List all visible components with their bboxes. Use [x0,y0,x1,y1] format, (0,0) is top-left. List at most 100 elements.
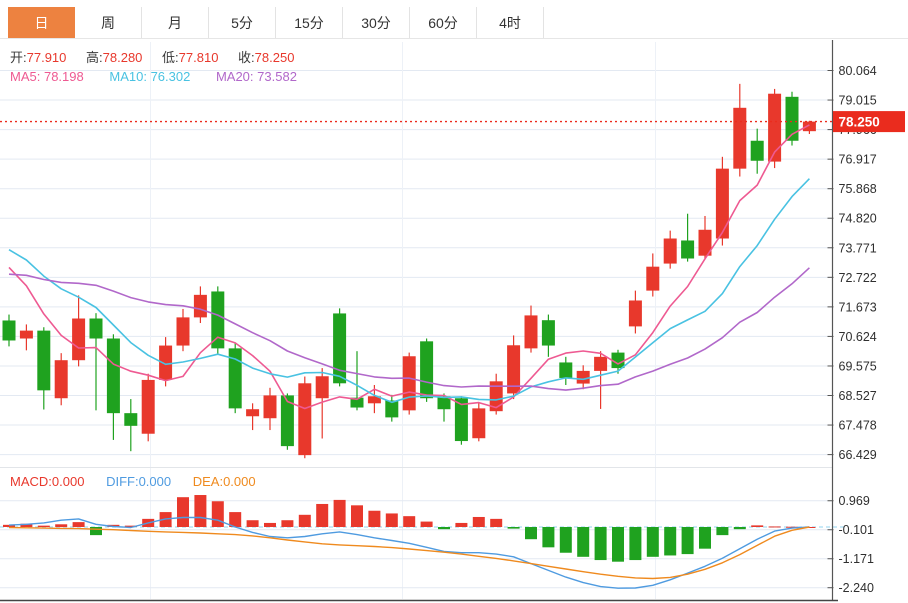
candle-body [611,352,625,369]
candle-body [663,238,677,264]
frame-layer [0,40,838,602]
candle-body [698,229,712,256]
macd-hist-bar [577,527,590,557]
axis-label: 72.722 [839,271,877,285]
close-label: 收: [238,50,255,65]
candle-body [37,330,51,391]
axis-label: -0.101 [839,523,874,537]
macd-hist-bar [90,527,102,536]
current-price-flag-bg [833,111,905,133]
tab-月[interactable]: 月 [142,7,209,38]
macd-hist-bar [385,513,398,527]
candle-body [507,345,521,394]
macd-hist-bar [716,527,729,536]
macd-hist-bar [455,522,468,527]
macd-hist-bar [194,495,207,527]
open-label: 开: [10,50,27,65]
macd-hist-bar [472,516,485,527]
macd-hist-bar [646,527,659,557]
macd-legend: MACD:0.000 DIFF:0.000 DEA:0.000 [10,474,274,489]
tab-日[interactable]: 日 [8,7,75,38]
tab-60分[interactable]: 60分 [410,7,477,38]
macd-hist-bar [525,527,537,540]
ma5-value: 78.198 [43,69,84,84]
axis-label: 80.064 [839,64,877,78]
axis-label: 79.015 [839,94,877,108]
tab-5分[interactable]: 5分 [209,7,276,38]
candle-body [715,168,729,239]
high-label: 高: [86,50,103,65]
macd-hist-bar [507,527,520,529]
macd-hist-bar [177,497,189,527]
macd-hist-bar [490,518,503,527]
ma20-value: 73.582 [257,69,297,84]
candle-body [280,395,294,447]
candle-body [750,140,764,161]
axis-label: 68.527 [839,389,877,403]
macd-hist-bar [333,499,346,527]
candle-body [628,300,642,327]
candle-body [524,315,538,349]
candle-body [159,345,173,380]
tab-15分[interactable]: 15分 [276,7,343,38]
candle-body [559,362,573,378]
candle-body [768,93,782,162]
candle-body [2,320,16,341]
macd-hist-bar [72,522,85,527]
current-price-flag: 78.250 [833,111,905,133]
diff-label: DIFF: [106,474,139,489]
tab-周[interactable]: 周 [75,7,142,38]
ma5-label: MA5: [10,69,41,84]
candle-body [733,107,747,169]
diff-line [8,516,810,589]
macd-hist-bar [20,523,33,527]
candle-body [454,398,468,442]
candle-body [263,395,277,419]
tab-4时[interactable]: 4时 [477,7,544,38]
macd-hist-bar [264,522,276,527]
candle-body [211,291,225,349]
candle-body [472,408,486,439]
candle-body [298,383,312,456]
candle-body [228,348,242,409]
high-value: 78.280 [102,50,143,65]
ma20-label: MA20: [215,69,254,84]
candle-body [333,313,347,384]
candle-body [646,266,660,291]
candle-body [54,360,68,399]
candle-body [89,318,103,339]
tab-30分[interactable]: 30分 [343,7,410,38]
macd-hist-bar [37,525,50,527]
candles-layer [2,83,816,459]
ma20-line [8,267,810,391]
candle-body [576,370,590,384]
low-label: 低: [162,50,179,65]
macd-hist-bar [246,520,259,527]
candle-body [124,413,138,426]
axis-label: 70.624 [839,330,877,344]
candle-body [489,381,503,412]
axis-label: 0.969 [839,494,870,508]
macd-hist-bar [438,527,450,530]
candle-body [176,317,190,346]
macd-hist-bar [351,505,363,527]
candle-body [72,318,86,361]
macd-hist-bar [542,527,555,548]
dea-line [8,526,810,580]
macd-hist-bar [403,516,416,527]
macd-hist-bar [229,512,242,527]
macd-hist-bar [316,503,329,527]
macd-hist-bar [612,527,624,562]
timeframe-tabbar: 日周月 5分 15分 30分 60分 4时 [0,0,908,39]
macd-hist-bar [681,527,694,555]
candle-body [315,376,329,399]
axis-label: 71.673 [839,300,877,314]
macd-hist-bar [55,524,68,527]
candle-body [437,396,451,410]
macd-layer [3,495,816,589]
candle-body [681,240,695,259]
diff-value: 0.000 [138,474,172,489]
candle-body [402,356,416,411]
